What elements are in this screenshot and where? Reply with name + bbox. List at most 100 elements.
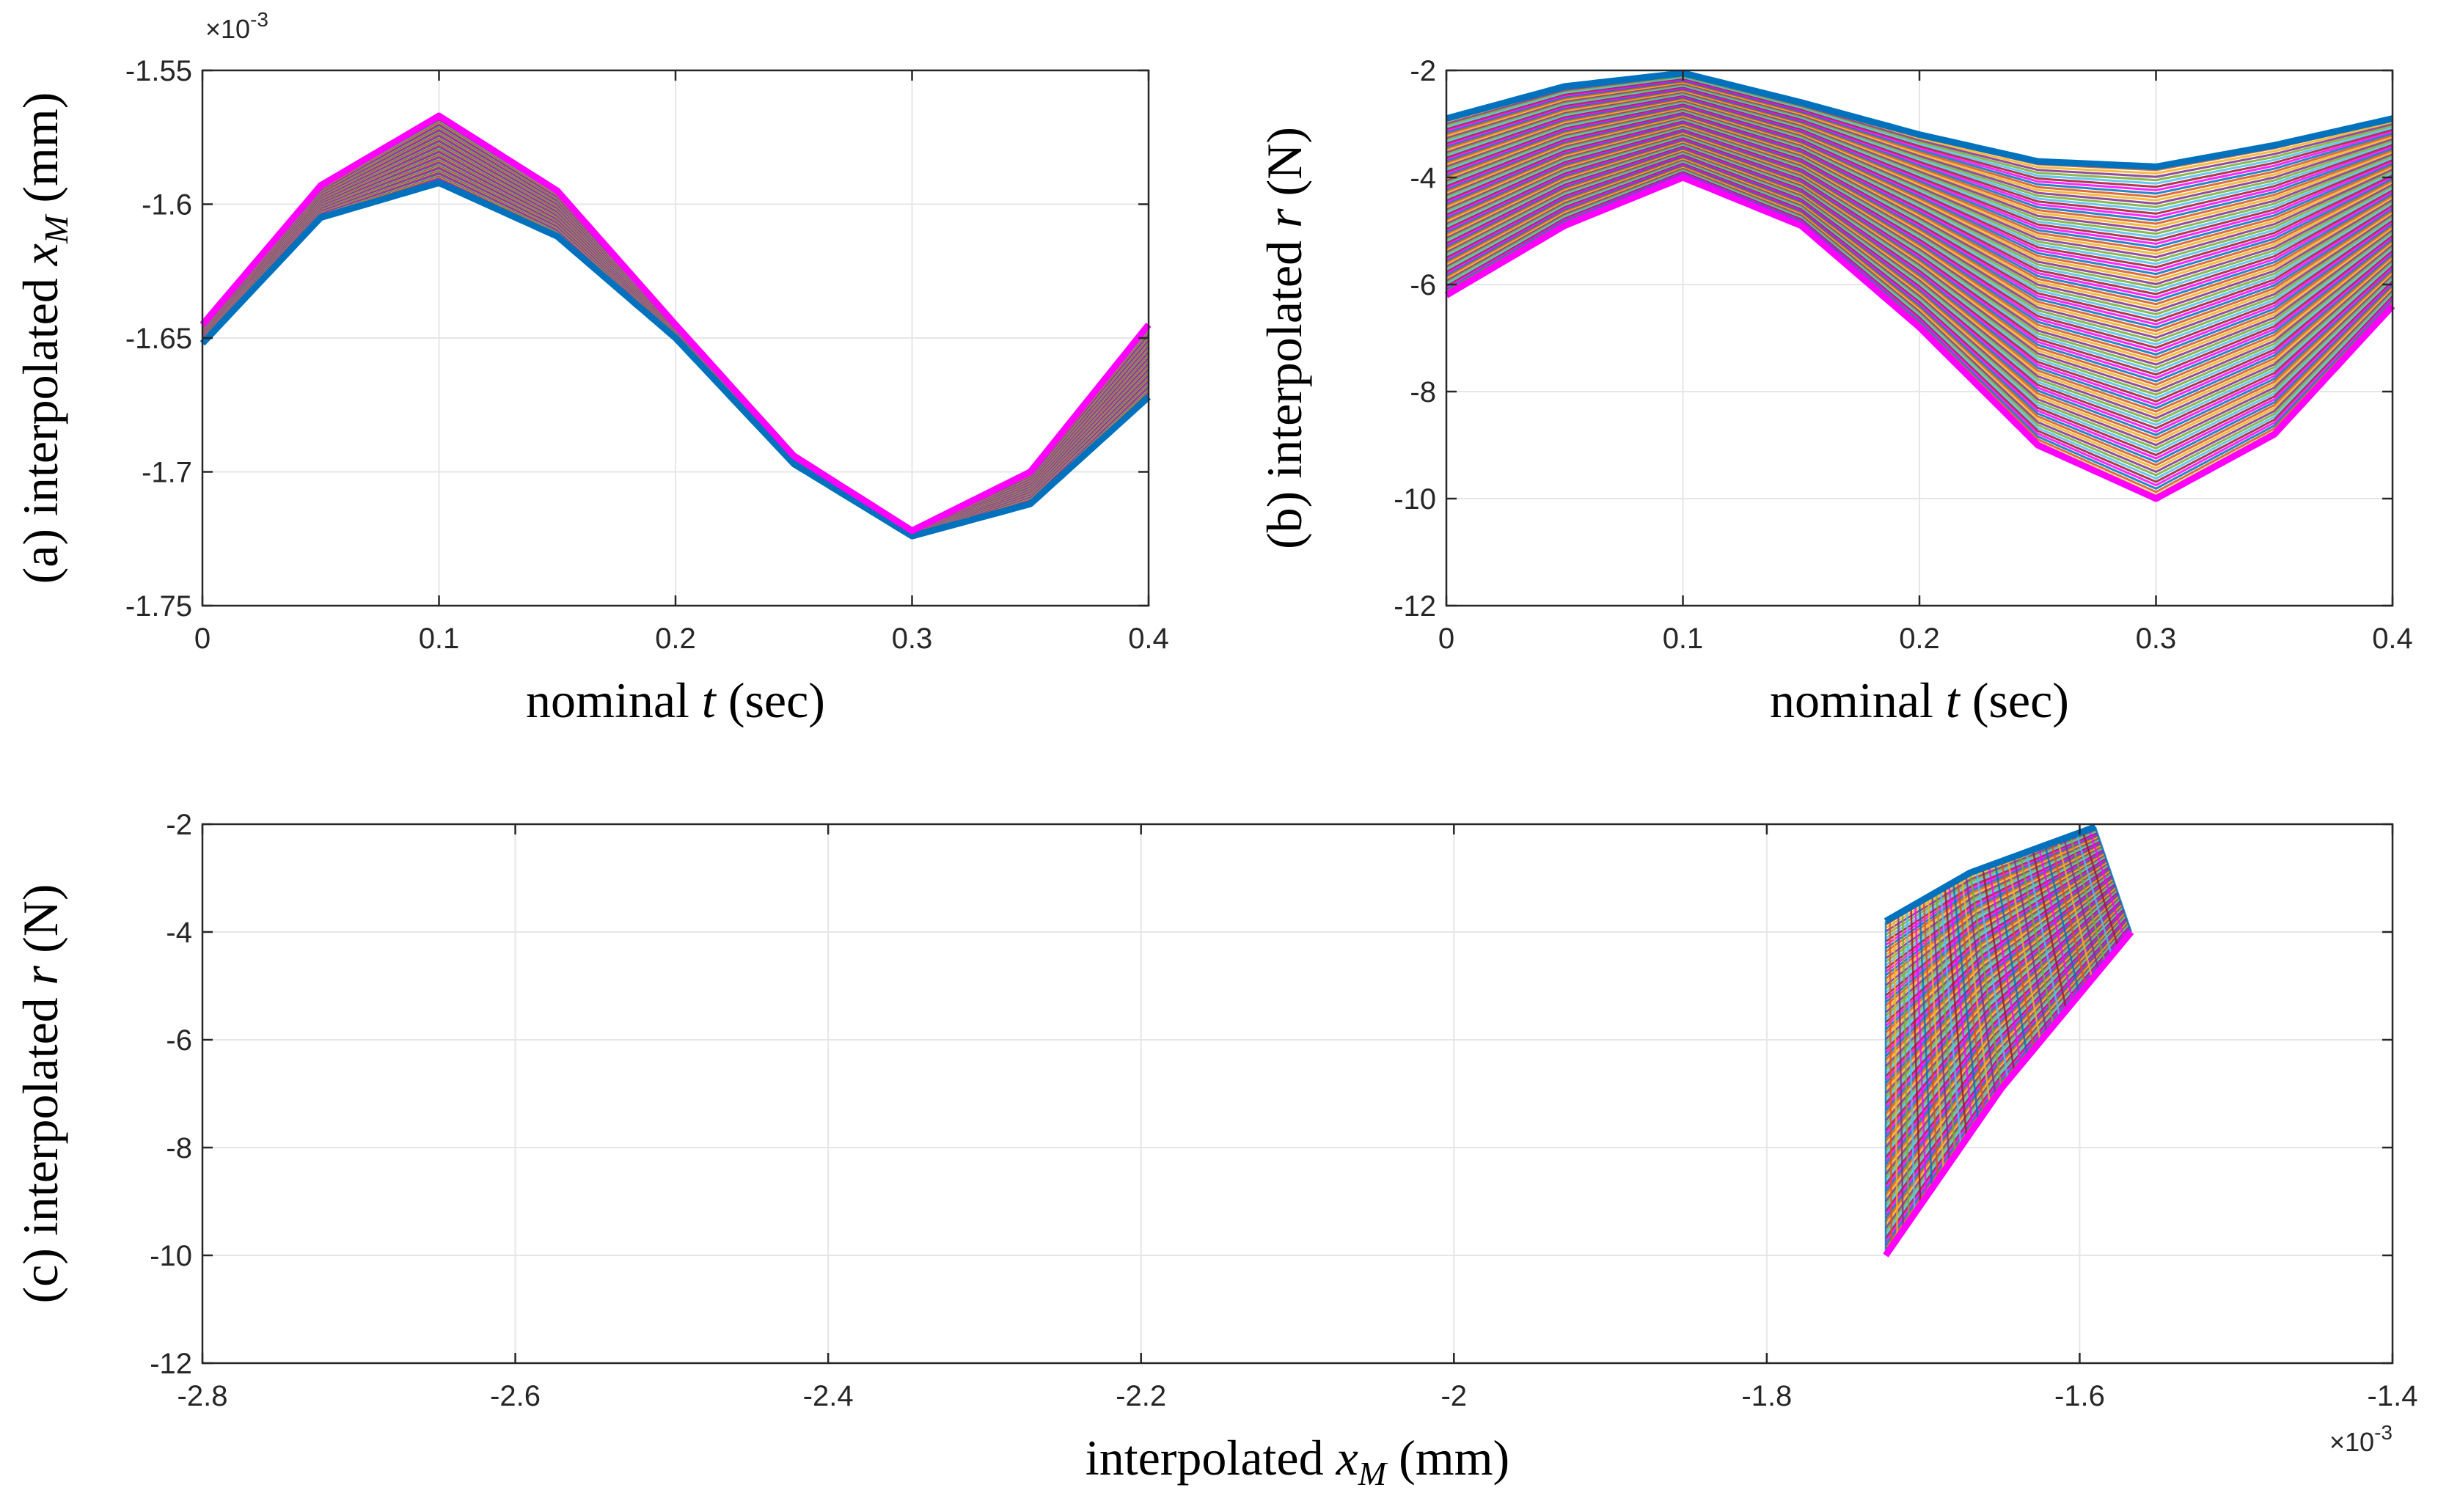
series-line bbox=[1446, 104, 2393, 272]
series-rung bbox=[1969, 872, 2003, 1089]
y-label-unit: (N) bbox=[12, 884, 68, 965]
y-label-variable: r bbox=[12, 965, 68, 985]
series-group bbox=[1883, 823, 2134, 1258]
x-axis-label: nominal t (sec) bbox=[526, 672, 825, 728]
series-line bbox=[1446, 160, 2394, 450]
series-line bbox=[1446, 157, 2394, 440]
series-line bbox=[1446, 150, 2393, 419]
exponent-base: ×10 bbox=[2329, 1427, 2374, 1457]
series-line bbox=[1446, 161, 2394, 453]
series-line bbox=[1446, 89, 2393, 225]
x-label-text: nominal bbox=[1770, 672, 1946, 728]
series-line bbox=[1446, 111, 2393, 296]
y-label-unit: (N) bbox=[1256, 127, 1312, 208]
boundary-series-line bbox=[1445, 70, 2393, 170]
panel-a: 0 0.1 0.2 0.3 0.4 -1.55 -1.6 -1.65 -1.7 -1.75 ×10-… bbox=[12, 8, 1169, 728]
y-axis-label: (b) interpolated r (N) bbox=[1256, 127, 1312, 549]
series-line bbox=[1446, 147, 2393, 410]
series-line bbox=[1446, 171, 2394, 483]
series-line bbox=[1446, 166, 2394, 470]
series-line bbox=[1446, 141, 2393, 389]
series-line bbox=[1446, 145, 2393, 403]
series-rung bbox=[1897, 914, 1904, 1230]
series-line bbox=[1446, 169, 2394, 480]
x-tick-label: -2.8 bbox=[177, 1380, 228, 1412]
series-group bbox=[1444, 70, 2395, 502]
boundary-series-line bbox=[1444, 174, 2395, 502]
series-line bbox=[1446, 98, 2393, 252]
series-rung bbox=[2050, 843, 2087, 987]
y-label-text: (b) interpolated bbox=[1256, 228, 1312, 549]
y-tick-label: -12 bbox=[1394, 590, 1436, 623]
series-line bbox=[1446, 120, 2393, 323]
x-tick-label: 0 bbox=[194, 623, 211, 655]
x-label-unit: (sec) bbox=[1960, 672, 2069, 728]
series-rung bbox=[1889, 918, 1893, 1247]
series-rung bbox=[2044, 845, 2081, 995]
series-rung bbox=[2094, 826, 2132, 933]
series-line bbox=[1446, 137, 2393, 376]
series-rung bbox=[1939, 889, 1962, 1147]
series-rung bbox=[1981, 867, 2016, 1074]
series-rung bbox=[1935, 892, 1956, 1156]
series-line bbox=[1446, 77, 2393, 185]
x-tick-label: 0.1 bbox=[1663, 623, 1704, 655]
series-line bbox=[1446, 94, 2393, 238]
x-tick-label: 0.3 bbox=[2136, 623, 2177, 655]
y-tick-label: -2 bbox=[166, 809, 192, 841]
x-label-variable: t bbox=[1946, 672, 1961, 728]
series-line bbox=[1446, 75, 2393, 178]
series-line bbox=[1446, 156, 2394, 436]
series-line bbox=[1446, 81, 2393, 199]
series-line bbox=[1446, 133, 2393, 363]
x-label-variable: t bbox=[702, 672, 717, 728]
y-tick-label: -8 bbox=[166, 1132, 192, 1164]
series-rung bbox=[2032, 849, 2068, 1010]
series-line bbox=[1446, 79, 2393, 191]
series-line bbox=[1446, 90, 2393, 229]
series-line bbox=[1446, 125, 2393, 340]
x-tick-label: -2 bbox=[1441, 1380, 1467, 1412]
series-line bbox=[1446, 115, 2393, 306]
series-line bbox=[1446, 155, 2394, 433]
x-tick-label: 0.3 bbox=[892, 623, 933, 655]
y-label-unit: (mm) bbox=[12, 92, 68, 216]
series-line bbox=[1446, 109, 2393, 285]
y-label-variable: x bbox=[12, 243, 68, 266]
series-line bbox=[1446, 150, 2393, 416]
series-rung bbox=[2069, 835, 2106, 964]
series-rung bbox=[1931, 894, 1951, 1164]
series-rung bbox=[1994, 863, 2029, 1057]
x-tick-label: 0.2 bbox=[1899, 623, 1940, 655]
exponent-power: -3 bbox=[250, 8, 268, 31]
series-line bbox=[1446, 139, 2393, 383]
series-line bbox=[1446, 142, 2393, 393]
series-rung bbox=[1952, 882, 1980, 1122]
series-line bbox=[1446, 122, 2393, 329]
series-group bbox=[199, 112, 1152, 540]
series-line bbox=[1446, 116, 2393, 309]
x-tick-label: 0.2 bbox=[655, 623, 696, 655]
series-line bbox=[1446, 138, 2393, 379]
x-tick-label: -1.8 bbox=[1741, 1380, 1792, 1412]
series-rung bbox=[1893, 916, 1898, 1239]
series-rung bbox=[1910, 906, 1922, 1205]
series-rung bbox=[1922, 899, 1939, 1181]
y-tick-label: -1.6 bbox=[142, 189, 192, 221]
series-rung bbox=[2013, 856, 2048, 1034]
panel-c: -2.8 -2.6 -2.4 -2.2 -2 -1.8 -1.6 -1.4 -2 -4 -6 -8 -1… bbox=[12, 809, 2417, 1492]
series-rung bbox=[1901, 911, 1910, 1222]
y-tick-label: -4 bbox=[166, 917, 192, 949]
series-line bbox=[1446, 83, 2393, 205]
series-line bbox=[1446, 173, 2394, 490]
series-line bbox=[1446, 78, 2393, 188]
series-line bbox=[1446, 133, 2393, 366]
boundary-series-line bbox=[199, 179, 1152, 540]
y-tick-label: -1.75 bbox=[125, 590, 192, 623]
series-line bbox=[1446, 165, 2394, 466]
series-rung bbox=[1948, 884, 1974, 1131]
series-line bbox=[1446, 124, 2393, 336]
series-line bbox=[1446, 106, 2393, 276]
x-label-unit: (sec) bbox=[716, 672, 825, 728]
y-tick-label: -6 bbox=[166, 1024, 192, 1057]
